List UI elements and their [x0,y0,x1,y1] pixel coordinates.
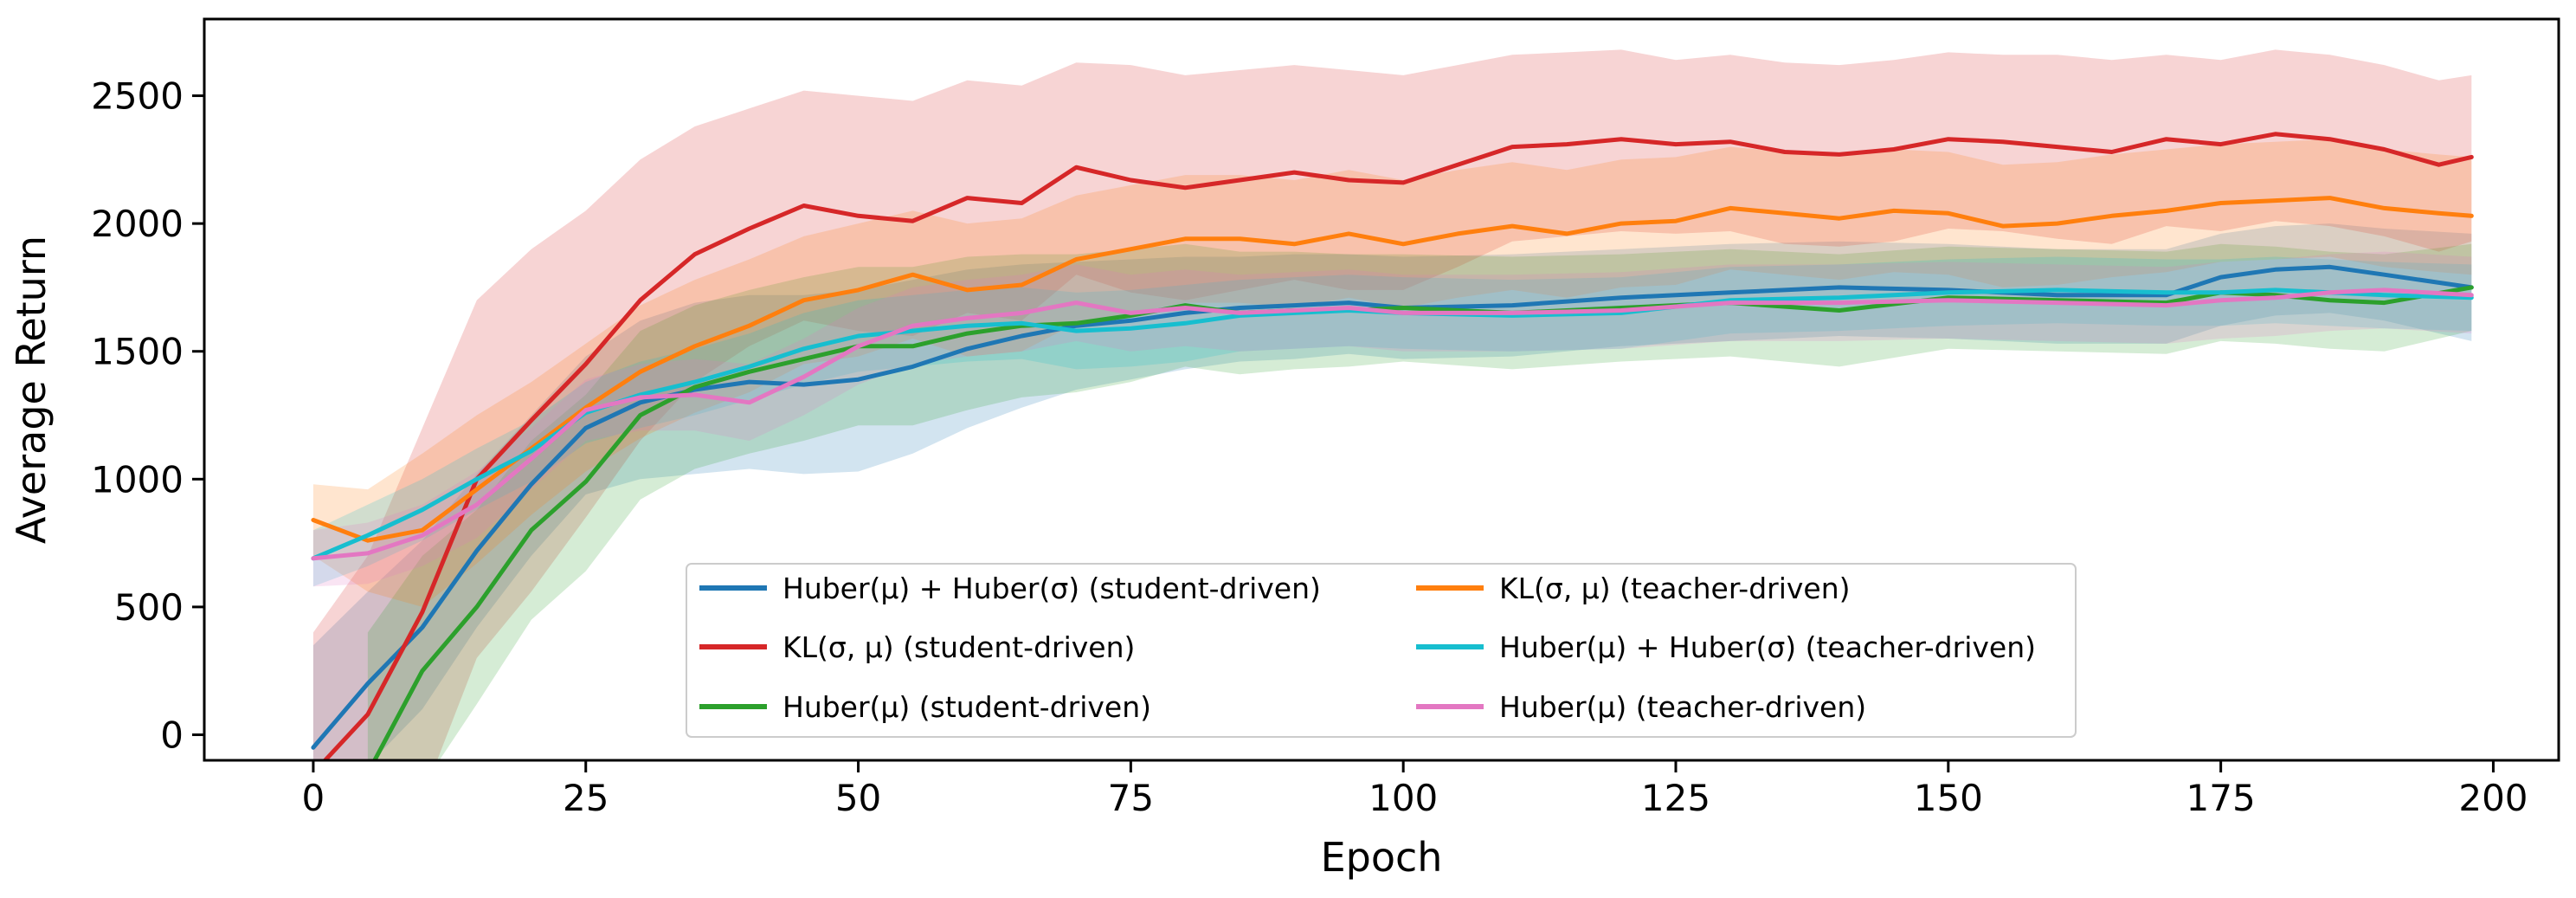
y-axis-ticks: 0 500 1000 1500 2000 2500 [91,75,204,756]
x-tick-label: 125 [1641,777,1710,819]
line-series-3 [311,196,2474,543]
x-tick-label: 0 [302,777,325,819]
x-tick-label: 100 [1368,777,1438,819]
legend: Huber(μ) + Huber(σ) (student-driven) KL(σ… [686,563,2077,738]
y-tick-label: 1000 [91,458,184,501]
y-axis-title: Average Return [8,236,55,544]
legend-label-2: Huber(μ) (student-driven) [782,690,1151,724]
y-tick-label: 0 [160,714,184,756]
line-series-5 [311,287,2474,561]
y-tick-label: 1500 [91,331,184,373]
legend-box [686,563,2077,738]
x-tick-label: 50 [835,777,881,819]
band-series-3 [312,139,2472,607]
y-tick-label: 500 [114,586,184,629]
legend-label-0: Huber(μ) + Huber(σ) (student-driven) [782,572,1321,605]
band-series-1 [312,49,2472,760]
plot-frame [203,17,2560,762]
x-axis-ticks: 0 25 50 75 100 125 150 175 200 [302,760,2528,819]
series-lines [311,132,2474,760]
confidence-bands [312,49,2472,760]
y-tick-label: 2000 [91,203,184,245]
band-series-0 [312,223,2472,760]
x-axis-title: Epoch [1321,834,1443,881]
x-tick-label: 25 [563,777,609,819]
legend-label-4: Huber(μ) + Huber(σ) (teacher-driven) [1499,630,2036,664]
x-tick-label: 150 [1914,777,1983,819]
legend-label-3: KL(σ, μ) (teacher-driven) [1499,572,1851,605]
line-series-1 [322,132,2474,760]
line-series-0 [311,264,2474,750]
x-tick-label: 75 [1108,777,1154,819]
y-tick-label: 2500 [91,75,184,118]
x-tick-label: 200 [2458,777,2528,819]
legend-label-1: KL(σ, μ) (student-driven) [782,630,1135,664]
legend-label-5: Huber(μ) (teacher-driven) [1499,690,1866,724]
x-tick-label: 175 [2186,777,2256,819]
